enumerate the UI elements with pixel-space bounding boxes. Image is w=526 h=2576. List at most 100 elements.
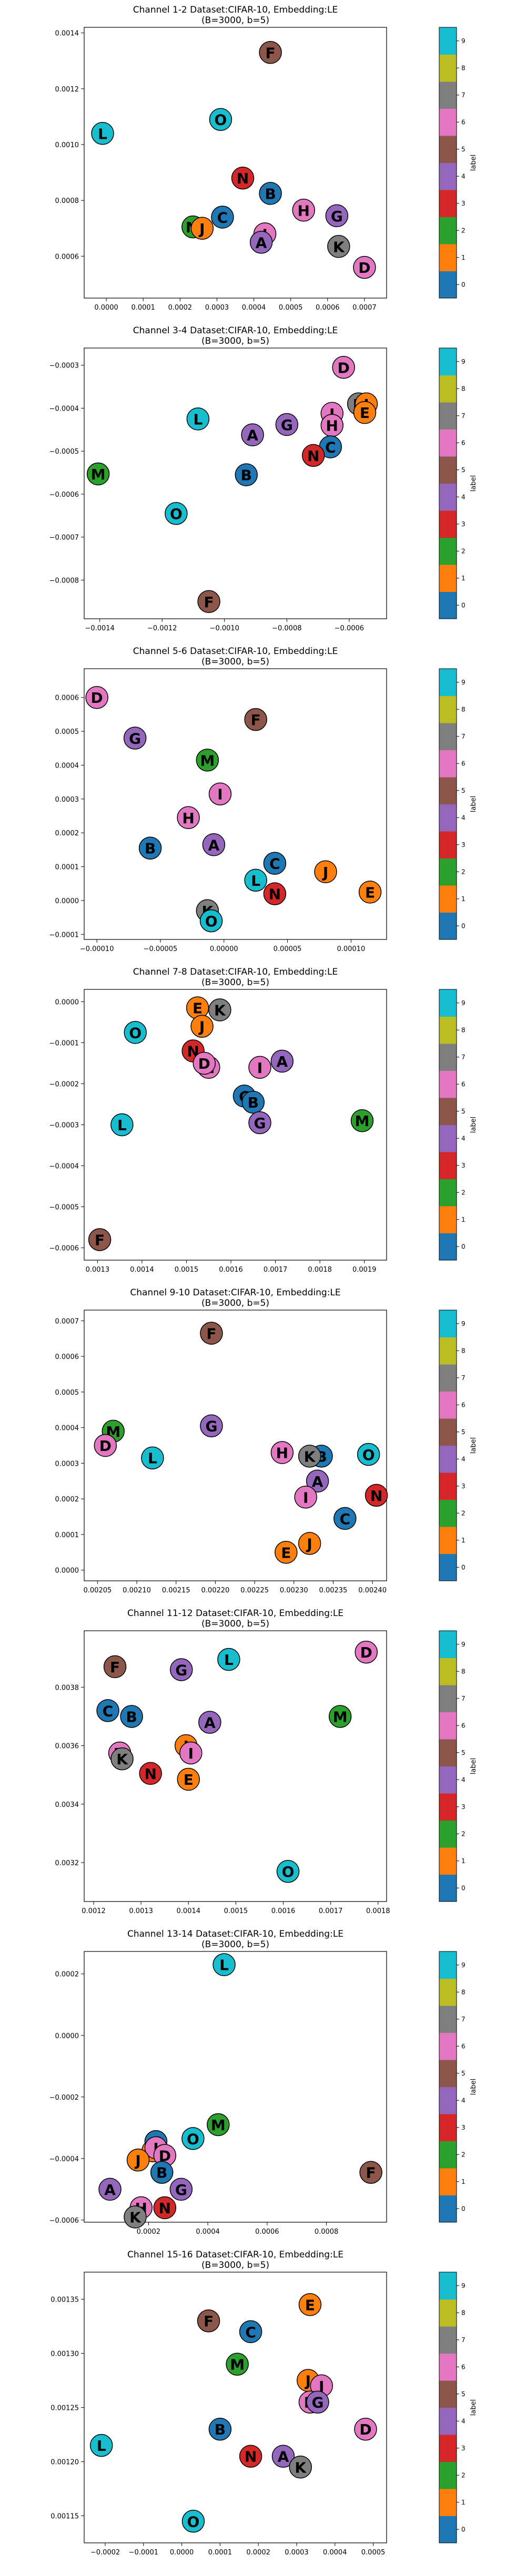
colorbar-tick-label: 3 [461, 2124, 466, 2131]
colorbar-tick-label: 2 [461, 1189, 466, 1196]
point-label: I [257, 1059, 262, 1077]
point-marker [177, 806, 200, 829]
point-marker [179, 1741, 203, 1765]
plot-area [84, 1951, 387, 2223]
colorbar-tick-label: 8 [461, 2309, 466, 2316]
colorbar-segment [439, 2326, 457, 2354]
chart-title: Channel 13-14 Dataset:CIFAR-10, Embeddin… [127, 1929, 343, 1939]
colorbar-tick-label: 1 [461, 254, 466, 261]
y-tick-label: 0.00130 [50, 2350, 79, 2358]
data-point-l: L [91, 122, 114, 145]
data-point-a: A [306, 1469, 329, 1493]
point-label: K [116, 1751, 128, 1768]
data-point-h: H [292, 199, 315, 222]
colorbar-tick-label: 9 [461, 679, 466, 686]
colorbar-tick-label: 1 [461, 1537, 466, 1544]
data-point-d: D [353, 255, 376, 279]
data-point-a: A [271, 2445, 295, 2468]
point-marker [226, 2353, 249, 2376]
point-marker [292, 199, 315, 222]
data-point-f: F [200, 1322, 223, 1345]
colorbar-tick-label: 7 [461, 1054, 466, 1061]
point-label: C [245, 2324, 256, 2341]
x-tick-label: 0.0000 [170, 2549, 194, 2557]
y-tick-label: 0.0006 [55, 694, 79, 702]
colorbar-segment [439, 669, 457, 696]
colorbar-tick-label: 2 [461, 227, 466, 234]
point-label: F [110, 1659, 120, 1676]
colorbar-segment [439, 1553, 457, 1581]
point-marker [197, 590, 220, 614]
colorbar-tick-label: 0 [461, 2205, 466, 2212]
colorbar-tick-label: 5 [461, 787, 466, 794]
colorbar-frame [439, 27, 457, 299]
data-point-b: B [208, 2417, 232, 2441]
colorbar-segment [439, 1418, 457, 1446]
point-marker [259, 41, 282, 64]
x-tick-label: 0.0015 [224, 1907, 248, 1915]
point-marker [198, 1711, 221, 1734]
x-tick-label: 0.0003 [285, 2549, 309, 2557]
data-point-o: O [357, 1443, 380, 1466]
colorbar-segment [439, 108, 457, 136]
plot-area [84, 347, 387, 619]
data-point-a: A [98, 2178, 122, 2201]
point-marker [239, 2320, 262, 2344]
point-label: O [282, 1863, 295, 1880]
data-point-h: H [177, 806, 200, 829]
x-tick-label: 0.00000 [210, 945, 238, 953]
colorbar-tick-label: 0 [461, 281, 466, 288]
chart-title: Channel 11-12 Dataset:CIFAR-10, Embeddin… [127, 1608, 343, 1619]
point-label: F [266, 44, 276, 62]
point-label: A [256, 234, 267, 251]
data-point-o: O [165, 502, 188, 525]
data-point-f: F [197, 2309, 220, 2333]
data-point-f: F [88, 1228, 112, 1251]
point-label: B [215, 2421, 226, 2438]
colorbar-segment [439, 217, 457, 244]
data-point-i: I [294, 1486, 317, 1509]
point-label: E [193, 1000, 203, 1017]
data-point-j: J [190, 1015, 214, 1038]
colorbar-frame [439, 1630, 457, 1902]
point-marker [270, 1049, 294, 1073]
colorbar-tick-label: 6 [461, 2042, 466, 2050]
data-point-b: B [138, 836, 162, 860]
point-label: B [145, 840, 156, 857]
chart-subtitle: (B=3000, b=5) [201, 336, 269, 346]
colorbar-label: label [470, 2079, 478, 2095]
scatter-panel: Channel 3-4 Dataset:CIFAR-10, Embedding:… [49, 325, 478, 632]
colorbar-frame [439, 1951, 457, 2223]
data-point-l: L [217, 1648, 240, 1671]
point-label: H [182, 810, 194, 827]
point-label: A [104, 2181, 116, 2199]
point-label: J [306, 1535, 312, 1552]
colorbar-segment [439, 2060, 457, 2087]
point-marker [350, 1109, 374, 1132]
colorbar-tick-label: 6 [461, 1080, 466, 1088]
point-label: F [366, 2164, 376, 2182]
x-tick-label: 0.0012 [82, 1907, 106, 1915]
point-label: D [360, 1644, 372, 1661]
colorbar-segment [439, 1499, 457, 1527]
colorbar-segment [439, 565, 457, 592]
point-label: L [98, 125, 107, 142]
point-label: O [205, 913, 218, 930]
data-point-i: I [208, 782, 232, 805]
x-tick-label: 0.0002 [168, 304, 193, 312]
colorbar-segment [439, 2114, 457, 2141]
data-point-k: K [124, 2205, 147, 2229]
y-tick-label: −0.0005 [49, 1204, 79, 1212]
colorbar-segment [439, 1070, 457, 1098]
data-point-h: H [270, 1441, 294, 1464]
colorbar-segment [439, 2380, 457, 2408]
x-tick-label: −0.0006 [335, 625, 364, 632]
data-point-j: J [314, 860, 337, 883]
data-point-d: D [332, 356, 355, 379]
x-tick-label: 0.0004 [323, 2549, 347, 2557]
colorbar-segment [439, 429, 457, 457]
scatter-panel: Channel 13-14 Dataset:CIFAR-10, Embeddin… [49, 1929, 478, 2236]
point-label: K [129, 2209, 141, 2226]
data-point-l: L [213, 1953, 236, 1976]
